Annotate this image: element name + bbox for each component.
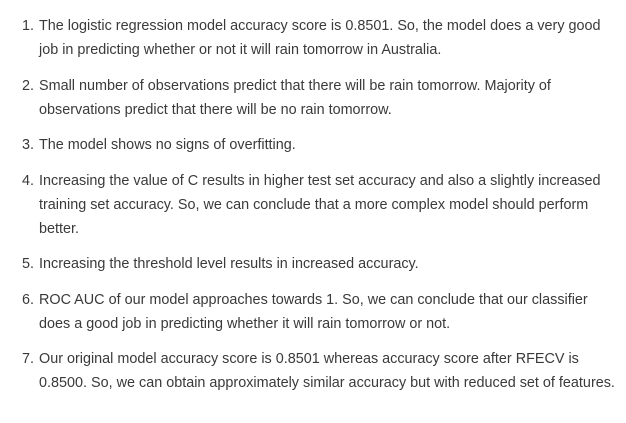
conclusions-list: 1. The logistic regression model accurac… (22, 14, 620, 395)
list-number: 3. (22, 137, 35, 153)
list-text: The model shows no signs of overfitting. (39, 137, 296, 153)
conclusion-item-5: 5. Increasing the threshold level result… (22, 252, 620, 276)
list-text: ROC AUC of our model approaches towards … (39, 291, 588, 332)
list-number: 1. (22, 18, 35, 34)
conclusion-item-4: 4. Increasing the value of C results in … (22, 169, 620, 241)
list-text: Increasing the threshold level results i… (39, 256, 419, 272)
list-number: 5. (22, 256, 35, 272)
list-number: 4. (22, 172, 35, 189)
list-number: 7. (22, 351, 35, 367)
list-number: 6. (22, 291, 35, 308)
conclusion-item-3: 3. The model shows no signs of overfitti… (22, 133, 620, 157)
list-number: 2. (22, 77, 35, 94)
conclusion-item-6: 6. ROC AUC of our model approaches towar… (22, 288, 620, 336)
conclusion-item-2: 2. Small number of observations predict … (22, 74, 620, 122)
conclusion-item-1: 1. The logistic regression model accurac… (22, 14, 620, 62)
list-text: The logistic regression model accuracy s… (39, 18, 601, 58)
list-text: Our original model accuracy score is 0.8… (39, 351, 615, 391)
list-text: Increasing the value of C results in hig… (39, 172, 601, 237)
list-text: Small number of observations predict tha… (39, 77, 551, 118)
conclusion-item-7: 7. Our original model accuracy score is … (22, 347, 620, 395)
